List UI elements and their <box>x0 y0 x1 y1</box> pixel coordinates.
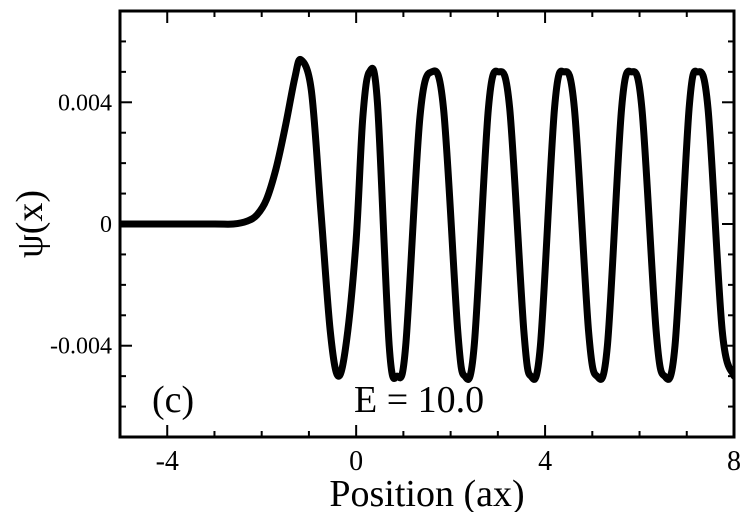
y-axis-label: ψ(x) <box>9 190 51 258</box>
x-tick-label: -4 <box>156 446 179 477</box>
x-tick-label: 8 <box>727 446 741 477</box>
y-tick-label: 0 <box>100 212 112 238</box>
axis-ticks <box>119 11 735 437</box>
x-tick-label: 0 <box>349 446 363 477</box>
panel-label: (c) <box>152 379 194 421</box>
plot-area <box>120 55 734 383</box>
y-tick-label: -0.004 <box>50 334 112 360</box>
x-tick-label: 4 <box>538 446 552 477</box>
axis-tick-labels: -4 0 4 8 -0.004 0 0.004 <box>50 90 741 477</box>
x-axis-label: Position (ax) <box>329 473 524 512</box>
wavefunction-line <box>120 55 734 383</box>
y-tick-label: 0.004 <box>58 90 112 116</box>
energy-annotation: E = 10.0 <box>354 379 484 421</box>
